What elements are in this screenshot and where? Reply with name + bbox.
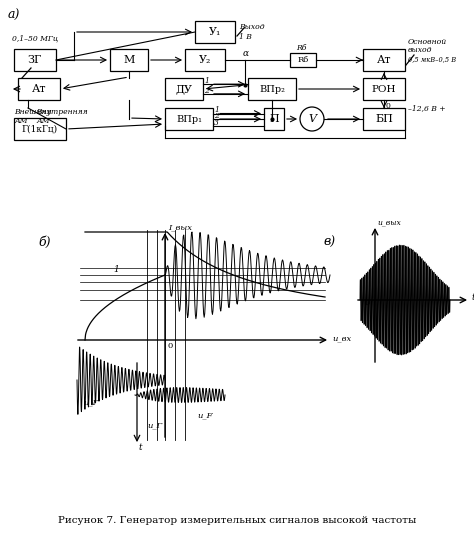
Text: АМ: АМ bbox=[36, 117, 49, 125]
Text: в): в) bbox=[324, 235, 336, 248]
Text: Основной: Основной bbox=[408, 38, 447, 46]
Text: u_Г: u_Г bbox=[83, 398, 98, 406]
Bar bbox=[290, 53, 316, 67]
Text: Внутренняя: Внутренняя bbox=[36, 108, 88, 116]
Text: выход: выход bbox=[408, 46, 432, 54]
Text: 1: 1 bbox=[214, 106, 219, 114]
Bar bbox=[185, 49, 225, 71]
Text: б): б) bbox=[39, 235, 51, 248]
Text: 1: 1 bbox=[113, 265, 119, 274]
Text: АМ: АМ bbox=[14, 117, 27, 125]
Bar bbox=[110, 49, 148, 71]
Text: α: α bbox=[243, 49, 249, 57]
Text: П: П bbox=[269, 114, 279, 124]
Text: u_F: u_F bbox=[197, 411, 212, 419]
Text: а): а) bbox=[8, 9, 20, 21]
Text: 0: 0 bbox=[365, 299, 370, 307]
Text: 2: 2 bbox=[214, 112, 219, 120]
Text: V: V bbox=[308, 114, 316, 124]
Text: ЗГ: ЗГ bbox=[28, 55, 42, 65]
Bar bbox=[363, 108, 405, 130]
Text: t: t bbox=[472, 294, 474, 302]
Text: u_вх: u_вх bbox=[332, 334, 351, 342]
Text: 1: 1 bbox=[204, 77, 209, 85]
Text: Rб: Rб bbox=[297, 56, 309, 64]
Text: Выход: Выход bbox=[239, 23, 264, 31]
Text: 0: 0 bbox=[168, 342, 173, 350]
Bar bbox=[14, 49, 56, 71]
Text: Внешняя: Внешняя bbox=[14, 108, 51, 116]
Text: 2: 2 bbox=[204, 87, 209, 95]
Text: М: М bbox=[123, 55, 135, 65]
Bar bbox=[18, 78, 60, 100]
Text: ВПр₂: ВПр₂ bbox=[259, 85, 285, 94]
Text: Ат: Ат bbox=[377, 55, 391, 65]
Text: –12,6 В +: –12,6 В + bbox=[408, 104, 446, 112]
Text: t: t bbox=[139, 444, 143, 453]
Text: u_Г: u_Г bbox=[147, 421, 162, 429]
Bar bbox=[264, 108, 284, 130]
Text: ДУ: ДУ bbox=[175, 84, 192, 94]
Text: u_вых: u_вых bbox=[377, 218, 401, 226]
Bar bbox=[14, 118, 66, 140]
Text: Г(1кГц): Г(1кГц) bbox=[22, 125, 58, 134]
Text: Рисунок 7. Генератор измерительных сигналов высокой частоты: Рисунок 7. Генератор измерительных сигна… bbox=[58, 516, 416, 525]
Bar bbox=[195, 21, 235, 43]
Text: РОН: РОН bbox=[372, 85, 396, 94]
Text: I_вых: I_вых bbox=[168, 223, 192, 231]
Text: 3: 3 bbox=[214, 119, 219, 127]
Text: У₁: У₁ bbox=[209, 27, 221, 37]
Text: 0: 0 bbox=[386, 102, 391, 110]
Bar bbox=[363, 49, 405, 71]
Text: Rб: Rб bbox=[296, 44, 306, 52]
Text: БП: БП bbox=[375, 114, 393, 124]
Text: 0,1–50 МГц: 0,1–50 МГц bbox=[12, 35, 58, 43]
Text: ВПр₁: ВПр₁ bbox=[176, 114, 202, 124]
Bar bbox=[363, 78, 405, 100]
Bar bbox=[165, 108, 213, 130]
Text: Ат: Ат bbox=[32, 84, 46, 94]
Text: 1 В: 1 В bbox=[239, 33, 252, 41]
Text: 0,5 мкВ–0,5 В: 0,5 мкВ–0,5 В bbox=[408, 55, 456, 63]
Text: У₂: У₂ bbox=[199, 55, 211, 65]
Bar bbox=[248, 78, 296, 100]
Bar bbox=[165, 78, 203, 100]
